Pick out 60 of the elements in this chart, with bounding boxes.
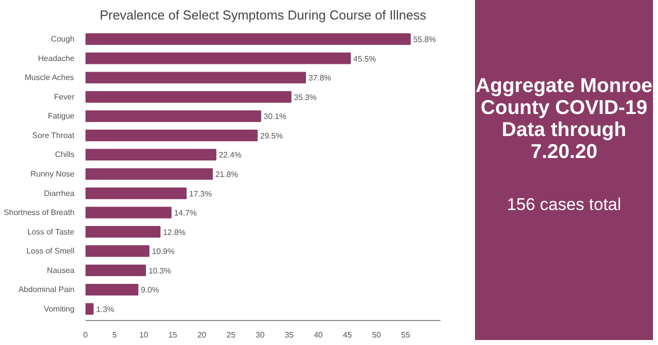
bar bbox=[86, 168, 213, 180]
x-tick-label: 40 bbox=[314, 330, 324, 340]
y-tick-label: Loss of Taste bbox=[27, 227, 75, 236]
data-label: 37.8% bbox=[308, 74, 332, 83]
bar bbox=[86, 264, 146, 276]
data-label: 30.1% bbox=[264, 112, 286, 122]
y-tick-label: Fever bbox=[54, 92, 75, 102]
bar bbox=[86, 226, 160, 238]
y-tick-label: Chills bbox=[54, 150, 75, 160]
y-tick-label: Abdominal Pain bbox=[18, 285, 75, 294]
data-label: 10.3% bbox=[148, 266, 172, 276]
y-tick-label: Muscle Aches bbox=[24, 73, 74, 82]
bar bbox=[86, 110, 262, 122]
x-tick-label: 5 bbox=[112, 330, 118, 340]
y-tick-label: Headache bbox=[38, 54, 76, 63]
x-tick-label: 25 bbox=[226, 330, 236, 340]
text: Aggregate Monroe County COVID-19 Data through 7.20.20 bbox=[475, 74, 653, 163]
x-tick-label: 20 bbox=[197, 330, 207, 340]
bar bbox=[86, 91, 292, 103]
data-label: 35.3% bbox=[294, 92, 317, 102]
bar bbox=[86, 72, 306, 84]
y-tick-label: Runny Nose bbox=[30, 170, 76, 178]
x-tick-label: 45 bbox=[342, 330, 352, 340]
text: 156 cases total bbox=[506, 194, 622, 216]
chart-title: Prevalence of Select Symptoms During Course of Illness bbox=[100, 8, 427, 22]
x-tick-label: 10 bbox=[139, 330, 149, 340]
bar bbox=[86, 206, 172, 218]
data-label: 1.3% bbox=[96, 304, 114, 314]
x-tick-label: 15 bbox=[168, 330, 178, 340]
data-label: 55.8% bbox=[413, 35, 436, 44]
data-label: 10.9% bbox=[152, 247, 175, 256]
bar bbox=[86, 245, 150, 257]
data-label: 9.0% bbox=[140, 286, 160, 295]
x-tick-label: 30 bbox=[256, 330, 266, 340]
bar bbox=[86, 33, 411, 45]
data-label: 14.7% bbox=[174, 208, 197, 218]
y-tick-label: Nausea bbox=[46, 266, 76, 275]
x-tick-label: 55 bbox=[401, 330, 411, 340]
y-tick-label: Cough bbox=[50, 34, 75, 44]
y-tick-label: Loss of Smell bbox=[26, 246, 75, 256]
data-label: 22.4% bbox=[218, 150, 242, 160]
x-tick-label: 0 bbox=[83, 330, 88, 340]
bar bbox=[86, 148, 216, 161]
data-label: 12.8% bbox=[162, 228, 186, 237]
x-tick-label: 50 bbox=[372, 330, 382, 340]
bar bbox=[86, 187, 187, 200]
y-tick-label: Sore Throat bbox=[32, 130, 76, 140]
y-tick-label: Diarrhea bbox=[44, 188, 76, 198]
data-label: 29.5% bbox=[260, 131, 283, 140]
bar bbox=[86, 284, 138, 296]
data-label: 17.3% bbox=[189, 189, 212, 198]
data-label: 45.5% bbox=[353, 54, 376, 64]
x-tick-label: 35 bbox=[284, 330, 294, 340]
y-tick-label: Shortness of Breath bbox=[4, 208, 75, 218]
data-label: 21.8% bbox=[215, 170, 238, 179]
y-tick-label: Fatigue bbox=[48, 112, 76, 121]
y-tick-label: Vomiting bbox=[44, 304, 75, 314]
bar bbox=[86, 130, 258, 142]
bar bbox=[86, 303, 94, 315]
bar bbox=[86, 52, 351, 64]
